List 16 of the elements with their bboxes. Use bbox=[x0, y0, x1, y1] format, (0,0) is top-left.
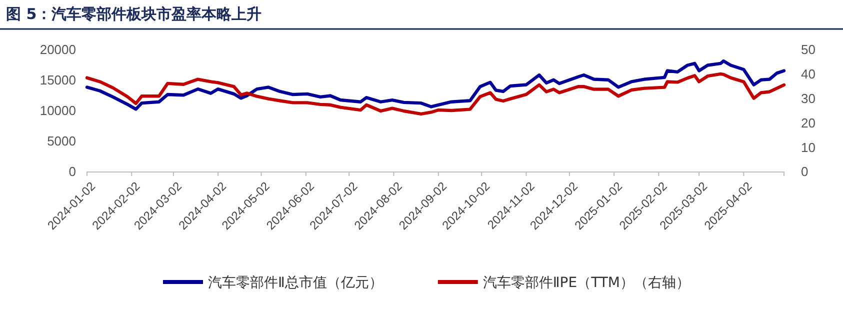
y-tick-label: 15000 bbox=[40, 72, 76, 88]
line-series bbox=[85, 72, 786, 116]
y2-tick-label: 10 bbox=[801, 140, 816, 155]
y2-tick-label: 20 bbox=[801, 115, 816, 130]
y2-tick-label: 50 bbox=[801, 42, 816, 58]
line-series bbox=[85, 59, 786, 111]
y-tick-label: 0 bbox=[68, 164, 76, 180]
legend-label: 汽车零部件Ⅱ总市值（亿元） bbox=[208, 275, 383, 291]
y-tick-label: 10000 bbox=[40, 103, 76, 118]
y2-tick-label: 0 bbox=[801, 164, 808, 180]
y2-tick-label: 30 bbox=[801, 90, 816, 106]
y-tick-label: 5000 bbox=[47, 134, 76, 149]
legend-label: 汽车零部件ⅡPE（TTM）（右轴） bbox=[482, 275, 690, 291]
y-tick-label: 20000 bbox=[40, 42, 76, 58]
y2-tick-label: 40 bbox=[801, 66, 816, 82]
chart-title: 图 5：汽车零部件板块市盈率本略上升 bbox=[6, 5, 262, 23]
